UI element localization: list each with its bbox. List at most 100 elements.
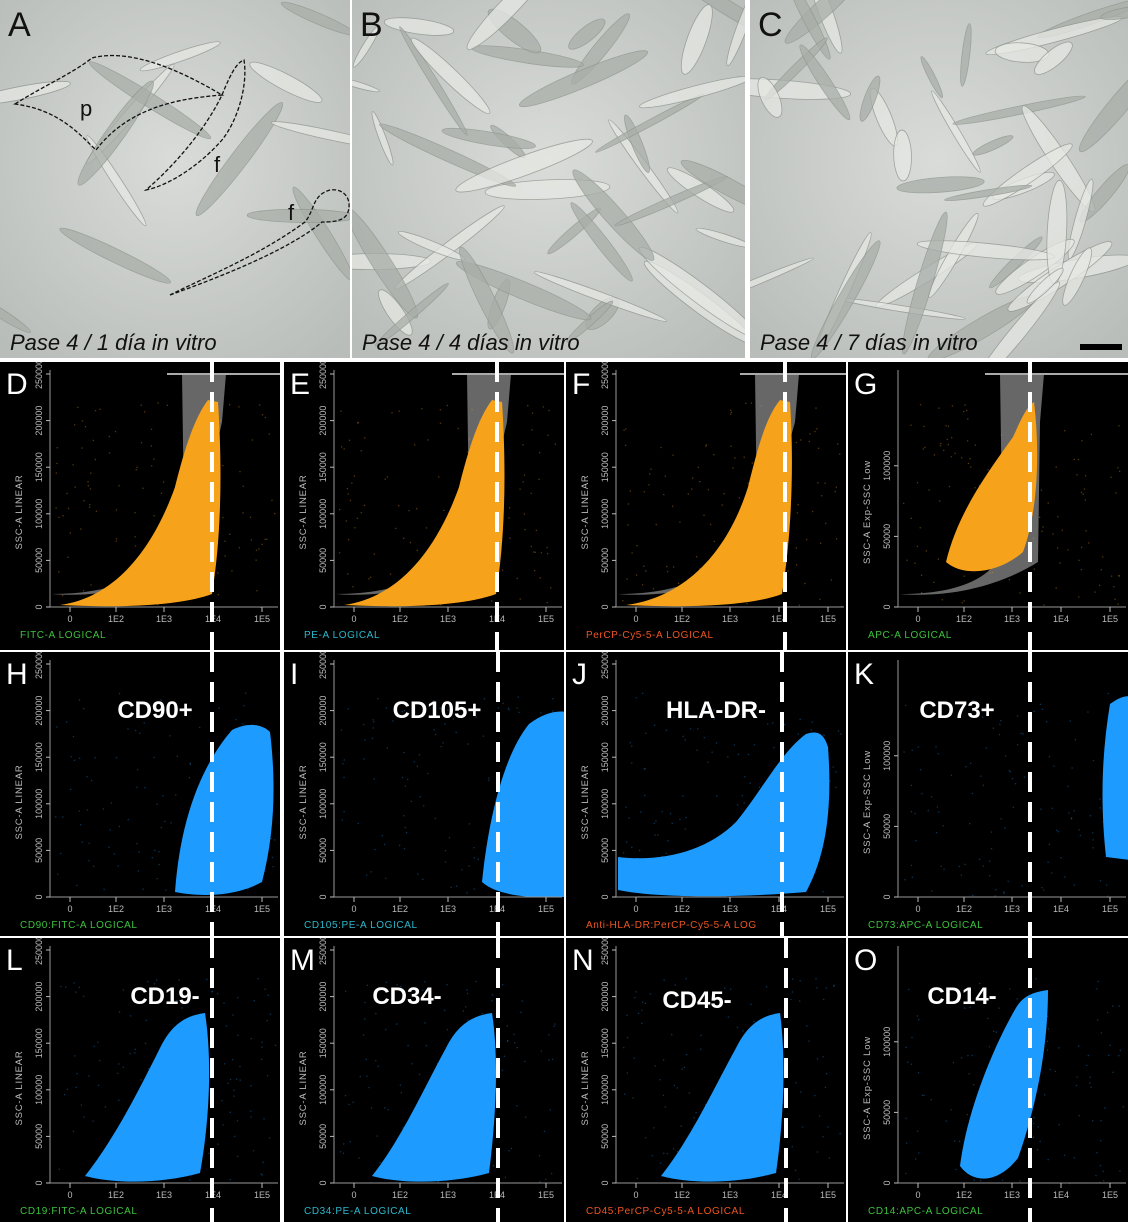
event-dot bbox=[697, 750, 698, 751]
event-dot bbox=[1090, 815, 1091, 816]
event-dot bbox=[983, 785, 984, 786]
event-dot bbox=[1076, 1085, 1077, 1086]
event-dot bbox=[517, 707, 518, 708]
flow-panel: 05000010000015000020000025000001E21E31E4… bbox=[0, 935, 280, 1222]
event-dot bbox=[1064, 876, 1065, 877]
event-dot bbox=[367, 985, 368, 986]
event-dot bbox=[372, 727, 373, 728]
event-dot bbox=[85, 426, 86, 427]
event-dot bbox=[217, 572, 218, 573]
event-dot bbox=[461, 869, 462, 870]
event-dot bbox=[679, 521, 680, 522]
event-dot bbox=[987, 469, 988, 470]
event-dot bbox=[261, 1046, 262, 1047]
y-tick-label: 250000 bbox=[600, 935, 610, 965]
event-dot bbox=[221, 1100, 222, 1101]
event-dot bbox=[1099, 798, 1100, 799]
event-dot bbox=[1112, 1072, 1113, 1073]
y-tick-label: 150000 bbox=[34, 742, 44, 772]
event-dot bbox=[532, 413, 533, 414]
panel-letter: I bbox=[290, 658, 298, 691]
event-dot bbox=[445, 861, 446, 862]
event-dot bbox=[655, 1065, 656, 1066]
y-axis-title: SSC-A LINEAR bbox=[14, 1050, 25, 1125]
event-dot bbox=[967, 418, 968, 419]
gray-line bbox=[740, 373, 846, 375]
event-dot bbox=[1019, 592, 1020, 593]
event-dot bbox=[1044, 1094, 1045, 1095]
marker-label: CD73+ bbox=[919, 697, 994, 724]
event-dot bbox=[1017, 715, 1018, 716]
event-dot bbox=[667, 571, 668, 572]
event-dot bbox=[75, 486, 76, 487]
event-dot bbox=[840, 1133, 841, 1134]
event-dot bbox=[1097, 1019, 1098, 1020]
x-tick-label: 0 bbox=[67, 614, 72, 624]
event-dot bbox=[550, 1109, 551, 1110]
event-dot bbox=[681, 1126, 682, 1127]
event-dot bbox=[998, 1008, 999, 1009]
event-dot bbox=[482, 1013, 483, 1014]
event-dot bbox=[664, 980, 665, 981]
event-dot bbox=[385, 1029, 386, 1030]
event-dot bbox=[1067, 786, 1068, 787]
event-dot bbox=[93, 1120, 94, 1121]
event-dot bbox=[58, 517, 59, 518]
event-dot bbox=[905, 1118, 906, 1119]
annotation: f bbox=[214, 152, 221, 177]
event-dot bbox=[511, 1148, 512, 1149]
event-dot bbox=[417, 766, 418, 767]
event-dot bbox=[1118, 575, 1119, 576]
event-dot bbox=[467, 993, 468, 994]
event-dot bbox=[135, 1049, 136, 1050]
event-dot bbox=[686, 978, 687, 979]
event-dot bbox=[88, 485, 89, 486]
y-tick-label: 200000 bbox=[34, 406, 44, 436]
event-dot bbox=[232, 1059, 233, 1060]
event-dot bbox=[822, 1056, 823, 1057]
event-dot bbox=[382, 835, 383, 836]
event-dot bbox=[385, 479, 386, 480]
event-dot bbox=[972, 1055, 973, 1056]
event-dot bbox=[547, 602, 548, 603]
event-dot bbox=[250, 1110, 251, 1111]
event-dot bbox=[911, 1064, 912, 1065]
event-dot bbox=[648, 484, 649, 485]
event-dot bbox=[918, 1019, 919, 1020]
event-dot bbox=[784, 724, 785, 725]
x-tick-label: 0 bbox=[351, 1190, 356, 1200]
y-tick-label: 0 bbox=[600, 604, 610, 609]
event-dot bbox=[1084, 488, 1085, 489]
event-dot bbox=[531, 546, 532, 547]
panel-letter: A bbox=[8, 6, 31, 44]
x-tick-label: 1E2 bbox=[392, 1190, 408, 1200]
event-dot bbox=[56, 472, 57, 473]
event-dot bbox=[540, 712, 541, 713]
event-dot bbox=[98, 1085, 99, 1086]
panel-letter: J bbox=[572, 658, 587, 691]
event-dot bbox=[377, 1135, 378, 1136]
event-dot bbox=[914, 563, 915, 564]
event-dot bbox=[1120, 1050, 1121, 1051]
event-dot bbox=[943, 450, 944, 451]
event-dot bbox=[983, 865, 984, 866]
event-dot bbox=[1090, 1087, 1091, 1088]
event-dot bbox=[488, 780, 489, 781]
event-dot bbox=[420, 796, 421, 797]
event-dot bbox=[1059, 562, 1060, 563]
event-dot bbox=[555, 444, 556, 445]
event-dot bbox=[262, 414, 263, 415]
event-dot bbox=[105, 1106, 106, 1107]
event-dot bbox=[727, 756, 728, 757]
event-dot bbox=[395, 528, 396, 529]
event-dot bbox=[730, 413, 731, 414]
marker-label: CD45- bbox=[662, 987, 731, 1014]
event-dot bbox=[57, 874, 58, 875]
event-dot bbox=[502, 1070, 503, 1071]
event-dot bbox=[81, 1104, 82, 1105]
event-dot bbox=[792, 1146, 793, 1147]
event-dot bbox=[81, 447, 82, 448]
y-tick-label: 0 bbox=[600, 1180, 610, 1185]
event-dot bbox=[141, 405, 142, 406]
event-dot bbox=[403, 815, 404, 816]
